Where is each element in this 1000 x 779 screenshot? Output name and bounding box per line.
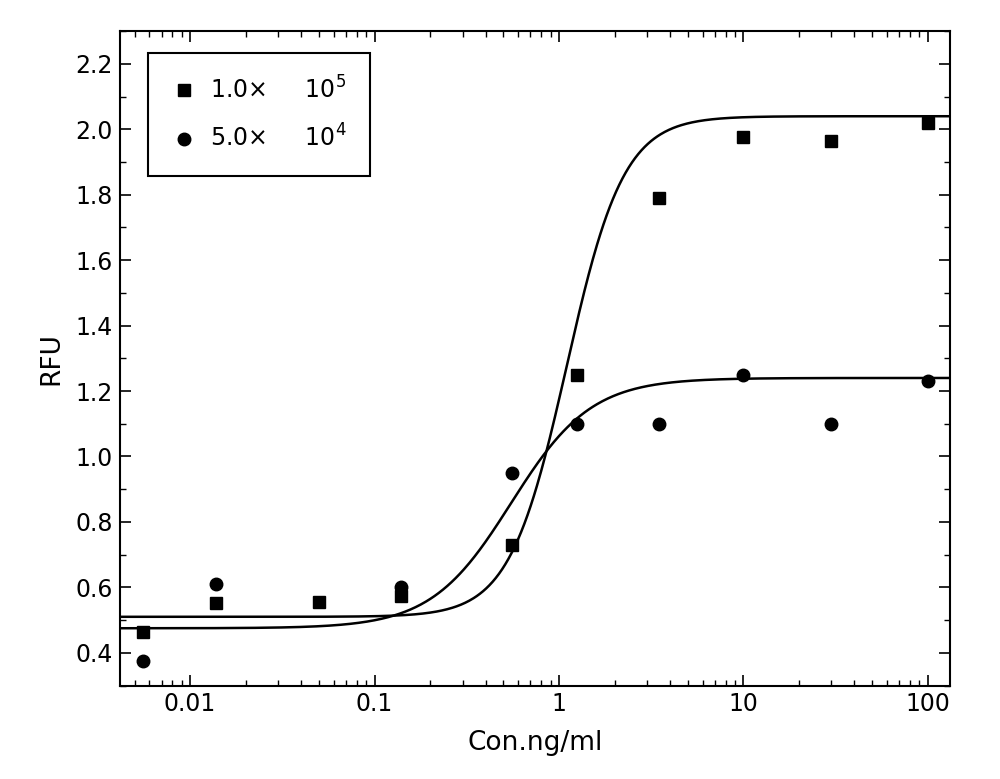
Legend: 1.0$\times$     $10^5$, 5.0$\times$     $10^4$: 1.0$\times$ $10^5$, 5.0$\times$ $10^4$: [148, 53, 370, 175]
Y-axis label: RFU: RFU: [38, 332, 64, 385]
X-axis label: Con.ng/ml: Con.ng/ml: [467, 731, 603, 756]
